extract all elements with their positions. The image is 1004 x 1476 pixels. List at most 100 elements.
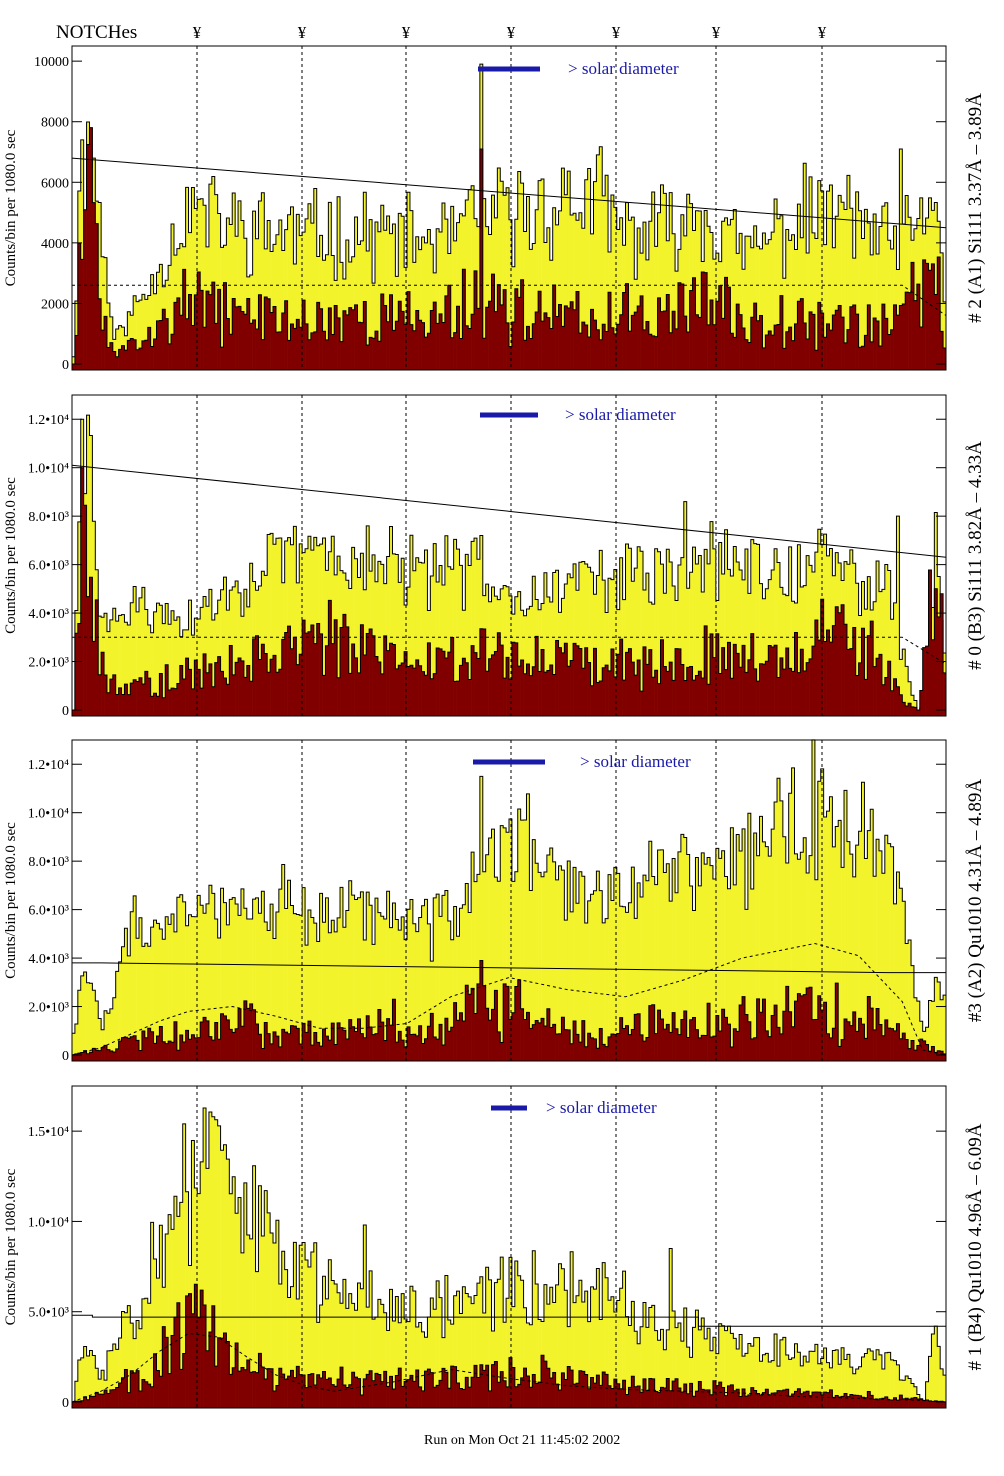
histogram-bar (573, 563, 577, 716)
histogram-bar (267, 220, 271, 370)
histogram-bar (468, 679, 472, 716)
histogram-bar (392, 902, 396, 1061)
histogram-bar (136, 1040, 140, 1061)
histogram-bar (319, 308, 323, 370)
histogram-bar (814, 350, 819, 370)
histogram-bar (762, 347, 766, 370)
histogram-bar (640, 551, 644, 716)
histogram-bar (77, 1053, 82, 1061)
histogram-bar (643, 222, 647, 370)
histogram-bar (173, 1317, 178, 1408)
histogram-bar (235, 1028, 239, 1061)
histogram-bar (220, 1338, 224, 1408)
histogram-bar (220, 888, 224, 1061)
histogram-bar (319, 893, 323, 1061)
histogram-bar (366, 1307, 370, 1408)
histogram-bar (826, 1392, 830, 1408)
histogram-bar (150, 1222, 154, 1408)
histogram-bar (756, 544, 760, 716)
histogram-bar (80, 1400, 84, 1408)
histogram-bar (549, 260, 553, 370)
histogram-bar (736, 304, 740, 370)
histogram-bar (849, 1394, 854, 1408)
histogram-bar (165, 318, 169, 370)
histogram-bar (657, 297, 661, 370)
histogram-bar (555, 1284, 559, 1408)
histogram-bar (322, 675, 326, 716)
histogram-bar (278, 1368, 283, 1408)
histogram-bar (520, 660, 524, 716)
histogram-bar (281, 1251, 285, 1408)
histogram-bar (98, 1050, 102, 1061)
histogram-bar (112, 997, 116, 1061)
histogram-bar (517, 1384, 521, 1408)
histogram-bar (418, 917, 422, 1061)
histogram-bar (846, 564, 851, 716)
histogram-bar (474, 1365, 478, 1408)
histogram-bar (112, 351, 116, 370)
histogram-bar (832, 315, 836, 370)
histogram-bar (377, 1374, 382, 1408)
histogram-bar (887, 1028, 891, 1061)
histogram-bar (608, 874, 612, 1061)
histogram-bar (328, 1040, 332, 1061)
histogram-bar (887, 843, 891, 1061)
histogram-bar (689, 290, 693, 370)
histogram-bar (447, 652, 452, 716)
histogram-bar (785, 229, 789, 370)
histogram-bar (98, 1018, 102, 1061)
histogram-bar (756, 320, 760, 370)
histogram-bar (83, 505, 87, 716)
histogram-bar (811, 314, 816, 370)
histogram-bar (372, 1380, 376, 1408)
y-tick-label: 1.0•10⁴ (28, 807, 69, 822)
histogram-bar (168, 343, 172, 370)
histogram-bar (200, 198, 204, 370)
histogram-bar (878, 1398, 883, 1408)
histogram-bar (785, 862, 789, 1061)
histogram-bar (340, 341, 344, 370)
histogram-bar (602, 580, 606, 716)
histogram-bar (168, 690, 172, 716)
histogram-bar (401, 1386, 405, 1408)
histogram-bar (543, 872, 548, 1061)
histogram-bar (811, 646, 816, 716)
histogram-bar (130, 683, 134, 716)
trend-line (71, 157, 947, 229)
histogram-bar (628, 902, 632, 1061)
histogram-bar (570, 911, 574, 1061)
histogram-bar (264, 1378, 268, 1408)
histogram-bar (217, 1337, 221, 1408)
histogram-bar (380, 564, 385, 716)
histogram-bar (613, 1034, 618, 1061)
histogram-bar (762, 664, 766, 716)
histogram-bar (826, 323, 830, 370)
histogram-bar (509, 596, 513, 716)
histogram-bar (203, 205, 207, 370)
histogram-bar (919, 327, 923, 370)
histogram-bar (739, 667, 743, 716)
histogram-bar (255, 328, 259, 370)
histogram-bar (104, 613, 108, 716)
histogram-bar (934, 1052, 938, 1061)
histogram-bar (873, 213, 877, 370)
histogram-bar (127, 694, 131, 716)
histogram-bar (153, 693, 157, 716)
histogram-bar (855, 314, 859, 370)
histogram-bar (217, 289, 221, 370)
histogram-bar (255, 897, 259, 1061)
histogram-bar (182, 629, 186, 716)
histogram-bar (683, 837, 688, 1061)
histogram-bar (777, 218, 781, 370)
histogram-bar (593, 181, 597, 370)
histogram-bar (240, 1367, 245, 1408)
histogram-bar (421, 1390, 425, 1408)
histogram-bar (721, 221, 725, 370)
histogram-bar (546, 670, 551, 716)
histogram-bar (788, 327, 792, 370)
histogram-bar (695, 210, 699, 370)
histogram-bar (698, 211, 702, 370)
histogram-bar (179, 1034, 183, 1061)
histogram-bar (80, 1052, 84, 1061)
histogram-bar (890, 690, 894, 716)
